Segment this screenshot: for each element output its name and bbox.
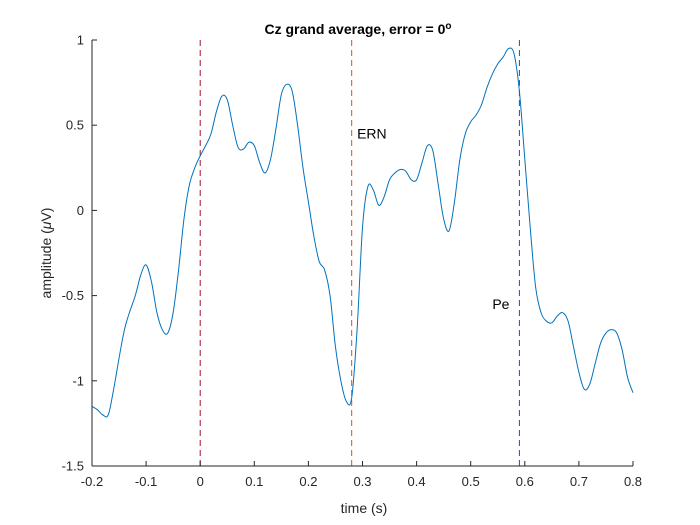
y-axis-label: amplitude (μV) <box>38 208 54 299</box>
x-tick-label: 0.1 <box>245 474 263 489</box>
x-tick-label: 0.8 <box>624 474 642 489</box>
y-tick-label: 0 <box>77 203 84 218</box>
x-tick-label: 0 <box>197 474 204 489</box>
y-axis-ticks: -1.5 -1 -0.5 0 0.5 1 <box>62 33 97 474</box>
chart-title: Cz grand average, error = 0o <box>264 21 451 37</box>
x-tick-label: 0.4 <box>408 474 426 489</box>
series-line <box>91 47 634 418</box>
y-tick-label: 0.5 <box>66 118 84 133</box>
x-tick-label: 0.5 <box>462 474 480 489</box>
x-tick-label: 0.3 <box>353 474 371 489</box>
series-group <box>91 47 634 418</box>
x-tick-label: 0.6 <box>516 474 534 489</box>
annotations: ERN Pe <box>357 126 510 312</box>
annotation-pe: Pe <box>492 296 509 312</box>
x-axis-ticks: -0.2 -0.1 0 0.1 0.2 0.3 0.4 0.5 0.6 0.7 0.8 <box>81 461 642 489</box>
y-tick-label: -0.5 <box>62 288 84 303</box>
x-tick-label: 0.7 <box>570 474 588 489</box>
y-tick-label: 1 <box>77 33 84 48</box>
y-tick-label: -1 <box>72 373 84 388</box>
y-tick-label: -1.5 <box>62 459 84 474</box>
x-tick-label: -0.2 <box>81 474 103 489</box>
x-tick-label: -0.1 <box>135 474 157 489</box>
x-axis-label: time (s) <box>341 500 388 516</box>
annotation-ern: ERN <box>357 126 387 142</box>
x-tick-label: 0.2 <box>299 474 317 489</box>
